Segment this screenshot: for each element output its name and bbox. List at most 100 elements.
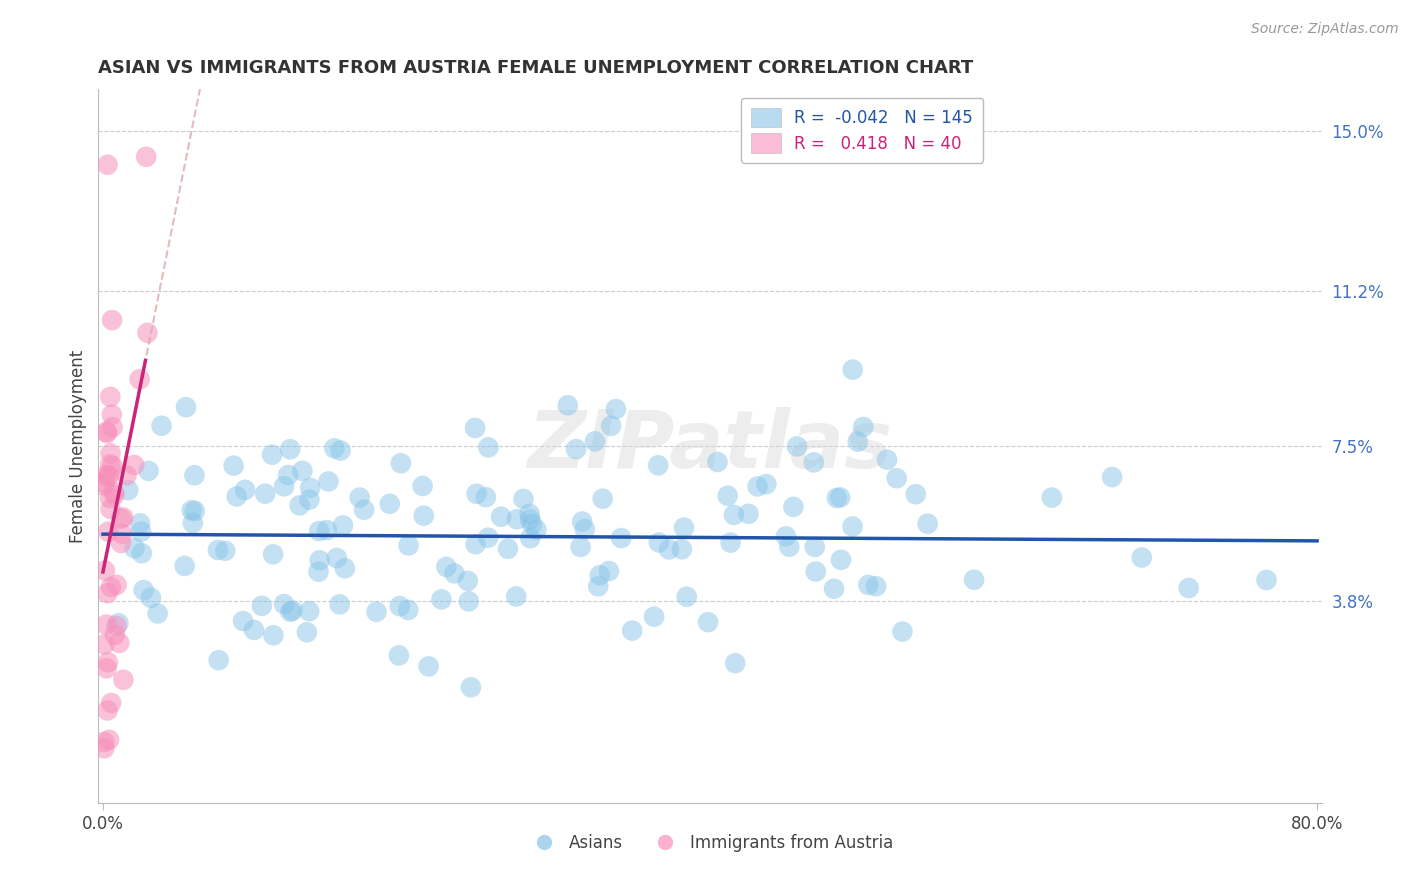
Point [366,605,388,619]
Point [115,468,138,483]
Point [129,524,152,539]
Point [273,597,295,611]
Point [349,491,371,505]
Point [876,452,898,467]
Point [110,536,132,550]
Point [775,529,797,543]
Point [418,659,440,673]
Point [804,540,827,554]
Point [720,535,742,549]
Point [506,512,529,526]
Point [180,503,202,517]
Point [96,426,118,441]
Point [841,362,863,376]
Point [586,579,609,593]
Point [232,614,254,628]
Point [963,573,986,587]
Point [747,479,769,493]
Point [600,418,623,433]
Point [128,372,150,386]
Point [823,582,845,596]
Point [146,607,169,621]
Point [94,564,117,578]
Point [108,636,131,650]
Point [329,598,352,612]
Point [329,443,352,458]
Point [830,491,852,505]
Point [723,508,745,522]
Point [574,522,596,536]
Point [675,590,697,604]
Point [412,508,434,523]
Point [565,442,588,457]
Point [277,468,299,483]
Point [778,540,800,554]
Point [706,455,728,469]
Point [460,680,482,694]
Point [298,604,321,618]
Point [129,516,152,531]
Point [98,457,121,471]
Point [207,543,229,558]
Point [1256,573,1278,587]
Point [101,459,124,474]
Point [93,637,115,651]
Point [308,553,330,567]
Point [852,420,875,434]
Point [477,531,499,545]
Point [430,592,453,607]
Point [103,485,125,500]
Point [101,408,124,422]
Point [110,511,132,525]
Point [648,535,671,549]
Point [101,420,124,434]
Text: Source: ZipAtlas.com: Source: ZipAtlas.com [1251,22,1399,37]
Point [98,390,121,404]
Point [100,502,122,516]
Point [353,502,375,516]
Point [222,458,245,473]
Point [803,455,825,469]
Point [610,531,633,545]
Point [475,490,498,504]
Point [98,468,121,483]
Point [98,732,121,747]
Point [1177,581,1199,595]
Point [786,439,808,453]
Point [457,574,479,588]
Point [262,628,284,642]
Point [94,475,117,490]
Point [598,564,620,578]
Point [308,524,330,538]
Point [273,479,295,493]
Point [96,158,118,172]
Point [697,615,720,629]
Point [98,491,121,505]
Point [571,515,593,529]
Point [208,653,231,667]
Point [281,603,304,617]
Point [318,475,340,489]
Point [138,464,160,478]
Point [100,580,122,594]
Point [101,313,124,327]
Point [519,512,541,526]
Point [93,478,115,492]
Point [412,479,434,493]
Point [1101,470,1123,484]
Point [332,518,354,533]
Point [846,434,869,449]
Point [288,499,311,513]
Point [298,492,321,507]
Point [755,477,778,491]
Point [457,594,479,608]
Point [291,464,314,478]
Point [1040,491,1063,505]
Point [308,565,330,579]
Point [183,468,205,483]
Point [737,507,759,521]
Point [96,703,118,717]
Point [825,491,848,505]
Point [184,504,207,518]
Point [583,434,606,449]
